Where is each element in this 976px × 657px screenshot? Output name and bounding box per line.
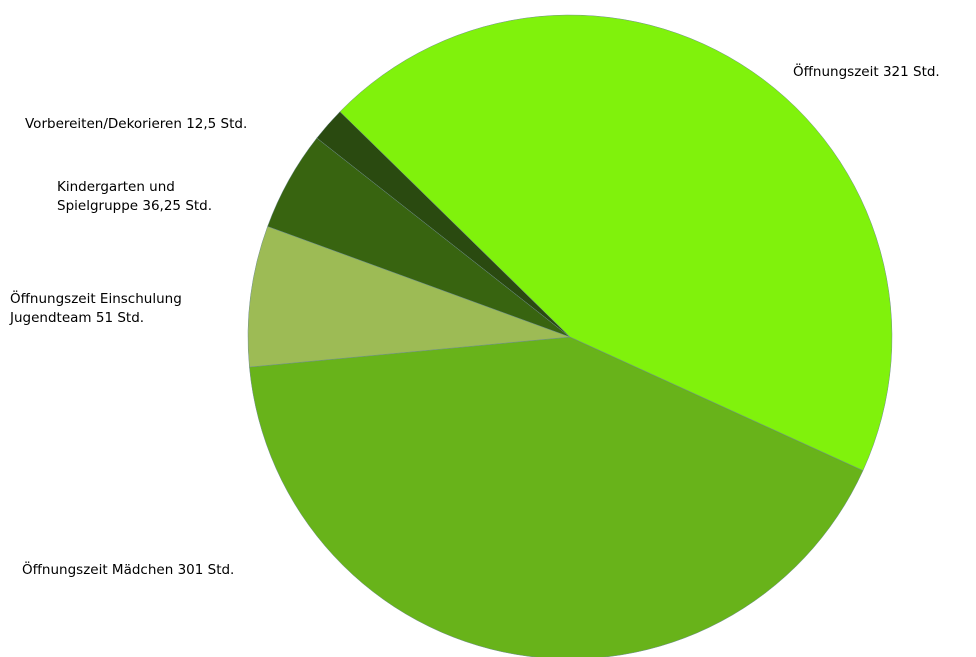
slice-label: Öffnungszeit Mädchen 301 Std.: [22, 561, 322, 580]
category-label: Öffnungszeit Mädchen: [22, 562, 174, 578]
value-label: 51 Std.: [95, 310, 145, 326]
pie-slice: [316, 111, 571, 338]
slice-label: Öffnungszeit 321 Std.: [793, 63, 976, 82]
category-label: Öffnungszeit: [793, 64, 879, 80]
slice-label: Öffnungszeit Einschulung Jugendteam 51 S…: [10, 290, 242, 328]
value-label: 12,5 Std.: [186, 116, 248, 132]
pie-slice: [339, 14, 893, 471]
category-label: Vorbereiten/Dekorieren: [25, 116, 182, 132]
category-label: Kindergarten und Spielgruppe: [57, 179, 175, 214]
value-label: 301 Std.: [177, 562, 235, 578]
slice-label: Vorbereiten/Dekorieren 12,5 Std.: [25, 115, 325, 134]
value-label: 321 Std.: [882, 64, 940, 80]
pie-slice: [247, 226, 571, 368]
value-label: 36,25 Std.: [142, 198, 213, 214]
slice-label: Kindergarten und Spielgruppe 36,25 Std.: [57, 178, 257, 216]
category-label: Öffnungszeit Einschulung Jugendteam: [10, 291, 182, 326]
pie-slice: [249, 336, 864, 657]
